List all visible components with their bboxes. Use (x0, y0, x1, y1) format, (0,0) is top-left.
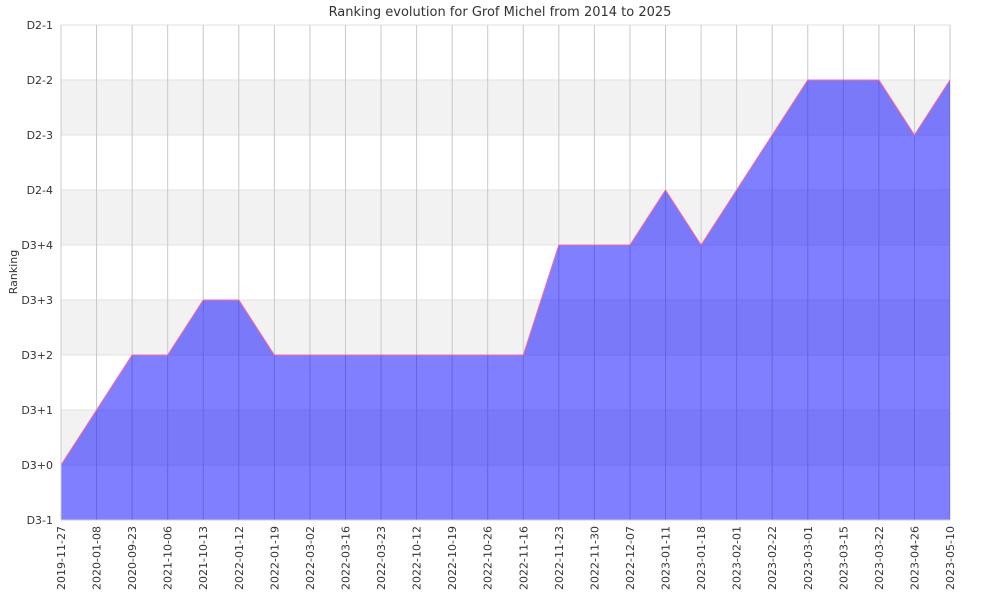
x-tick-label: 2022-01-12 (233, 526, 246, 590)
y-tick-label: D2-1 (27, 19, 53, 32)
y-tick-label: D2-3 (27, 129, 53, 142)
y-tick-label: D3+4 (21, 239, 53, 252)
y-tick-label: D2-2 (27, 74, 53, 87)
x-tick-label: 2022-03-23 (375, 526, 388, 590)
y-tick-label: D3+0 (21, 459, 53, 472)
y-tick-label: D3+1 (21, 404, 53, 417)
series-line (60, 79, 951, 466)
x-tick-label: 2020-09-23 (126, 526, 139, 590)
x-tick-label: 2023-01-11 (660, 526, 673, 590)
x-tick-label: 2021-10-06 (162, 526, 175, 590)
x-tick-label: 2023-01-18 (695, 526, 708, 590)
x-tick-label: 2022-01-19 (268, 526, 281, 590)
x-tick-label: 2021-10-13 (197, 526, 210, 590)
y-tick-label: D2-4 (27, 184, 53, 197)
x-tick-label: 2023-03-22 (873, 526, 886, 590)
x-tick-label: 2022-11-16 (517, 526, 530, 590)
x-tick-label: 2019-11-27 (55, 526, 68, 590)
chart-title: Ranking evolution for Grof Michel from 2… (329, 5, 672, 20)
y-tick-label: D3+2 (21, 349, 53, 362)
y-tick-label: D3+3 (21, 294, 53, 307)
x-tick-label: 2023-02-01 (731, 526, 744, 590)
y-axis-label: Ranking (7, 250, 20, 295)
x-tick-label: 2022-11-23 (553, 526, 566, 590)
x-tick-label: 2022-10-12 (411, 526, 424, 590)
x-tick-label: 2023-02-22 (766, 526, 779, 590)
x-tick-label: 2023-03-01 (802, 526, 815, 590)
x-tick-label: 2023-04-26 (908, 526, 921, 590)
x-tick-label: 2022-03-02 (304, 526, 317, 590)
x-tick-label: 2022-03-16 (339, 526, 352, 590)
x-tick-label: 2022-12-07 (624, 526, 637, 590)
x-tick-label: 2022-10-26 (482, 526, 495, 590)
y-tick-label: D3-1 (27, 514, 53, 527)
x-tick-label: 2023-05-10 (944, 526, 957, 590)
x-tick-label: 2022-11-30 (588, 526, 601, 590)
x-tick-label: 2023-03-15 (837, 526, 850, 590)
x-tick-label: 2020-01-08 (91, 526, 104, 590)
x-tick-label: 2022-10-19 (446, 526, 459, 590)
area-fill (61, 80, 950, 520)
